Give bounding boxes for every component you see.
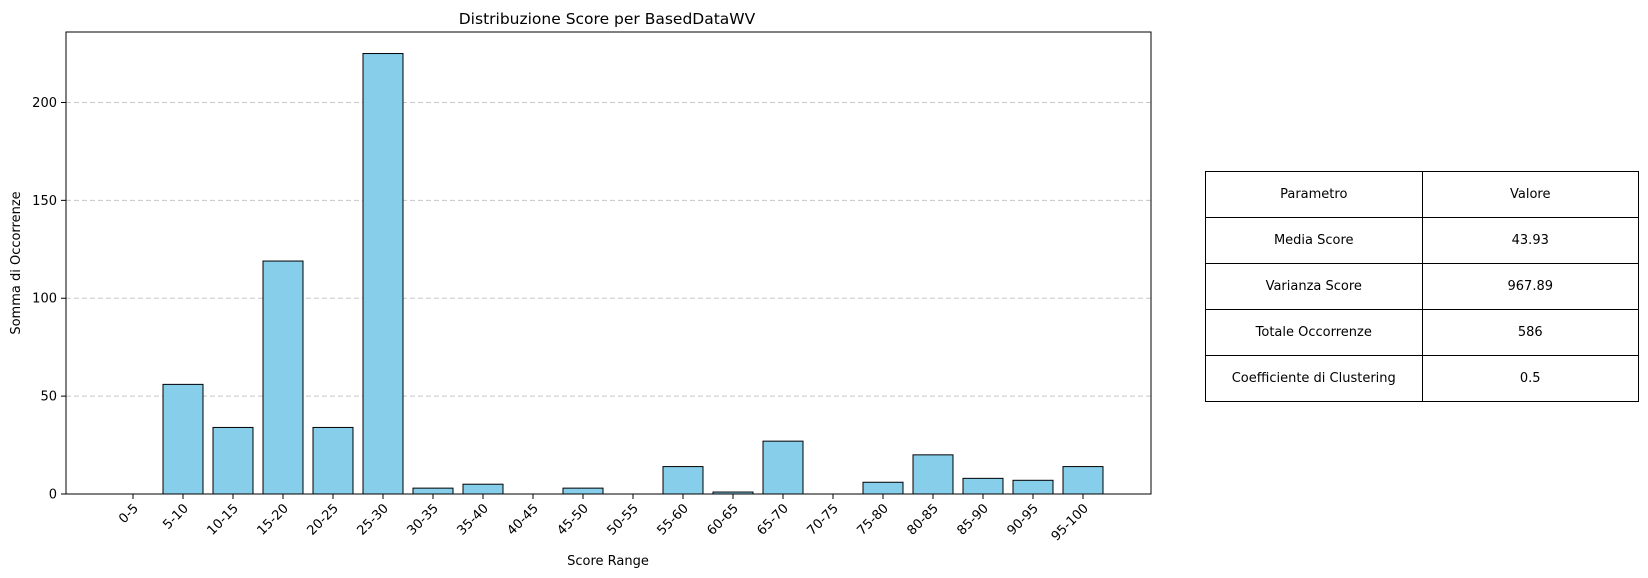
x-tick-label: 90-95	[1005, 501, 1042, 538]
y-tick-label: 150	[32, 194, 57, 209]
bars	[162, 53, 1104, 495]
table-header-row: Parametro Valore	[1205, 171, 1639, 218]
bar-65-70	[762, 440, 804, 495]
x-axis-label: Score Range	[567, 554, 649, 569]
y-tick-label: 100	[32, 292, 57, 307]
table-row: Coefficiente di Clustering 0.5	[1205, 355, 1639, 402]
table-header-cell: Valore	[1421, 171, 1639, 218]
table-cell-parameter: Media Score	[1205, 217, 1423, 264]
x-tick-label: 75-80	[855, 501, 892, 538]
stats-table: Parametro Valore Media Score 43.93 Varia…	[1205, 171, 1639, 402]
plot-frame	[65, 31, 1152, 495]
x-tick-label: 30-35	[405, 501, 442, 538]
table-cell-parameter: Varianza Score	[1205, 263, 1423, 310]
y-tick-label: 50	[40, 390, 57, 405]
x-tick-label: 95-100	[1049, 501, 1092, 544]
bar-25-30	[362, 53, 404, 495]
y-tick-label: 0	[49, 488, 57, 503]
x-tick-label: 35-40	[455, 501, 492, 538]
x-tick-label: 60-65	[705, 501, 742, 538]
x-tick-label: 20-25	[305, 501, 342, 538]
table-cell-parameter: Totale Occorrenze	[1205, 309, 1423, 356]
y-axis-ticks: 0 50 100 150 200	[32, 96, 66, 503]
x-tick-label: 10-15	[205, 501, 242, 538]
x-tick-label: 40-45	[505, 501, 542, 538]
grid-lines	[66, 101, 1151, 397]
bar-20-25	[312, 426, 354, 495]
x-tick-label: 15-20	[255, 501, 292, 538]
x-tick-label: 25-30	[355, 501, 392, 538]
table-row: Totale Occorrenze 586	[1205, 309, 1639, 356]
table-cell-value: 967.89	[1421, 263, 1639, 310]
table-row: Varianza Score 967.89	[1205, 263, 1639, 310]
x-tick-label: 85-90	[955, 501, 992, 538]
bar-10-15	[212, 426, 254, 495]
x-tick-label: 45-50	[555, 501, 592, 538]
table-cell-value: 586	[1421, 309, 1639, 356]
bar-95-100	[1062, 466, 1104, 495]
bar-35-40	[462, 483, 504, 495]
y-tick-label: 200	[32, 96, 57, 111]
bar-75-80	[862, 481, 904, 495]
table-cell-value: 0.5	[1421, 355, 1639, 402]
x-tick-label: 70-75	[805, 501, 842, 538]
bar-80-85	[912, 454, 954, 495]
table-row: Media Score 43.93	[1205, 217, 1639, 264]
bar-45-50	[562, 487, 604, 495]
table-cell-parameter: Coefficiente di Clustering	[1205, 355, 1423, 402]
table-cell-value: 43.93	[1421, 217, 1639, 264]
x-axis-ticks: 0-5 5-10 10-15 15-20 20-25 25-30 30-35 35-40 40-…	[116, 494, 1092, 544]
table-header-cell: Parametro	[1205, 171, 1423, 218]
bar-30-35	[412, 487, 454, 495]
x-tick-label: 50-55	[605, 501, 642, 538]
bar-90-95	[1012, 479, 1054, 495]
bar-85-90	[962, 477, 1004, 495]
x-tick-label: 55-60	[655, 501, 692, 538]
bar-55-60	[662, 466, 704, 495]
x-tick-label: 80-85	[905, 501, 942, 538]
bar-5-10	[162, 383, 204, 495]
chart-title: Distribuzione Score per BasedDataWV	[459, 10, 756, 28]
y-axis-label: Somma di Occorrenze	[9, 191, 24, 334]
x-tick-label: 65-70	[755, 501, 792, 538]
x-tick-label: 5-10	[160, 501, 191, 532]
bar-15-20	[262, 260, 304, 495]
x-tick-label: 0-5	[116, 501, 142, 527]
